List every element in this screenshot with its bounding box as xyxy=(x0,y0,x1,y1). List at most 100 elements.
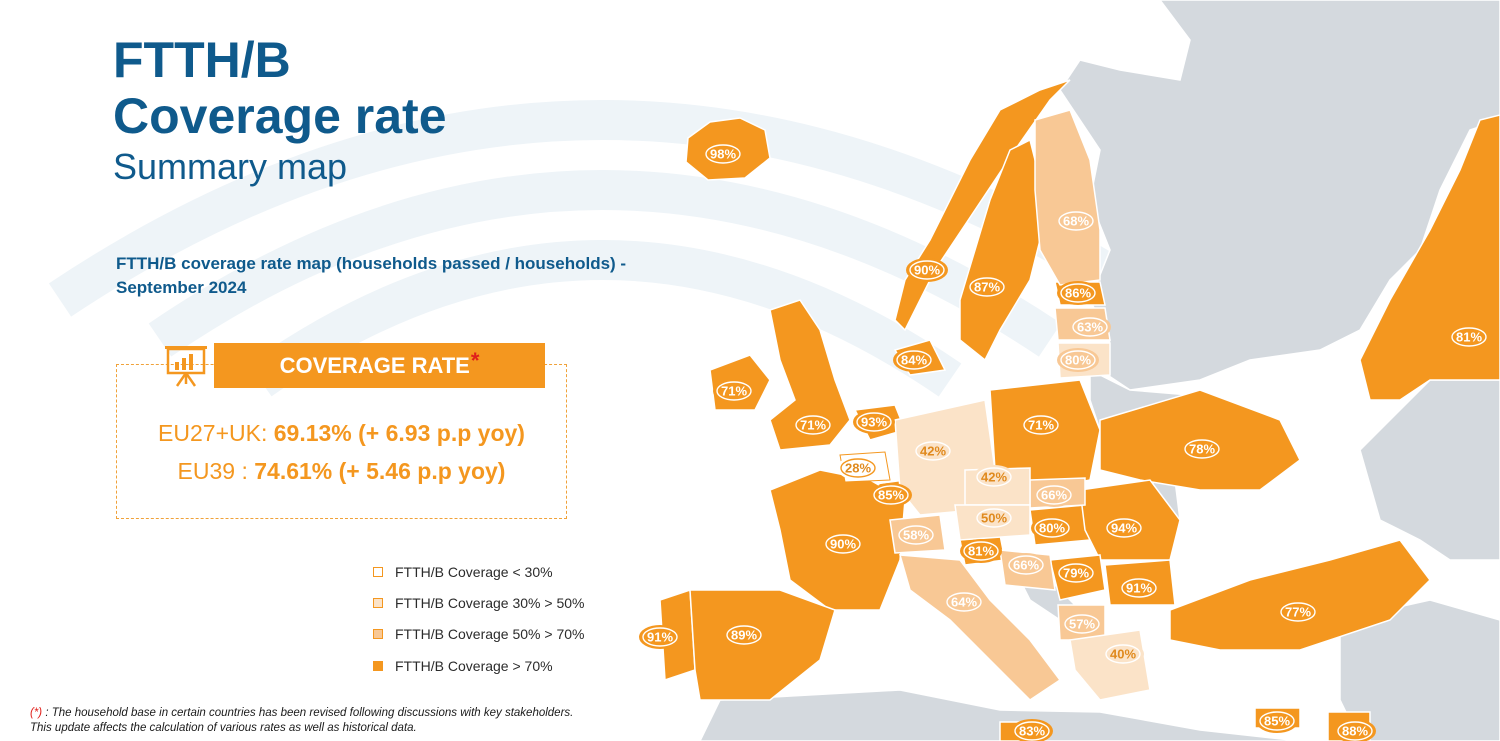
map-label-lithuania: 80% xyxy=(1057,348,1099,372)
map-label-value: 87% xyxy=(974,280,1000,295)
coverage-rate-header-label: COVERAGE RATE xyxy=(279,352,470,378)
map-label-ring xyxy=(1060,350,1096,370)
map-label-ring xyxy=(840,458,876,478)
map-label-value: 89% xyxy=(731,628,757,643)
map-label-value: 57% xyxy=(1069,617,1095,632)
map-label-badge xyxy=(943,590,985,614)
coverage-rate-header: COVERAGE RATE * xyxy=(214,343,545,388)
map-label-badge xyxy=(912,439,954,463)
map-label-turkey: 77% xyxy=(1277,600,1319,624)
legend-swatch-30-50 xyxy=(373,597,383,608)
map-label-ring xyxy=(716,381,752,401)
map-label-israel: 88% xyxy=(1334,719,1376,741)
map-label-badge xyxy=(966,275,1008,299)
map-label-norway: 90% xyxy=(906,258,948,282)
map-label-value: 94% xyxy=(1111,521,1137,536)
footnote-asterisk: (*) xyxy=(30,707,43,719)
map-label-badge xyxy=(893,348,935,372)
map-label-estonia: 86% xyxy=(1057,281,1099,305)
map-label-finland: 68% xyxy=(1055,209,1097,233)
map-label-malta: 83% xyxy=(1011,719,1053,741)
map-label-serbia: 79% xyxy=(1055,561,1097,585)
map-label-badge xyxy=(1448,325,1490,349)
map-label-ring xyxy=(825,534,861,554)
map-label-france: 90% xyxy=(822,532,864,556)
map-label-ireland: 71% xyxy=(713,379,755,403)
map-label-badge xyxy=(792,413,834,437)
map-label-ring xyxy=(1023,415,1059,435)
map-label-switzerland: 58% xyxy=(895,523,937,547)
legend-swatch-gt70 xyxy=(373,660,383,671)
title-block: FTTH/B Coverage rate Summary map xyxy=(113,32,447,188)
map-label-value: 40% xyxy=(1110,647,1136,662)
map-label-ring xyxy=(1121,578,1157,598)
map-label-value: 77% xyxy=(1285,605,1311,620)
map-label-ring xyxy=(1337,721,1373,741)
map-label-value: 63% xyxy=(1077,320,1103,335)
map-label-ring xyxy=(915,441,951,461)
map-label-ring xyxy=(1105,644,1141,664)
map-label-value: 84% xyxy=(901,353,927,368)
map-label-denmark: 84% xyxy=(893,348,935,372)
map-label-value: 85% xyxy=(1264,714,1290,729)
map-label-iceland: 98% xyxy=(702,142,744,166)
map-label-badge xyxy=(895,523,937,547)
map-label-value: 88% xyxy=(1342,724,1368,739)
land-scandinavia-north-grey xyxy=(1059,0,1500,391)
map-label-value: 42% xyxy=(920,444,946,459)
map-label-badge xyxy=(723,623,765,647)
map-label-ring xyxy=(976,467,1012,487)
country-turkey xyxy=(1169,539,1431,651)
map-label-badge xyxy=(1103,516,1145,540)
map-label-value: 42% xyxy=(981,470,1007,485)
map-label-value: 66% xyxy=(1013,558,1039,573)
map-label-value: 83% xyxy=(1019,724,1045,739)
land-africa-grey xyxy=(699,689,1301,741)
legend-label: FTTH/B Coverage 30% > 50% xyxy=(395,594,585,611)
map-label-badge xyxy=(1256,709,1298,733)
map-label-ring xyxy=(946,592,982,612)
map-label-ring xyxy=(873,485,909,505)
map-label-value: 91% xyxy=(1126,581,1152,596)
country-uk xyxy=(769,299,851,451)
map-label-ring xyxy=(896,350,932,370)
country-italy xyxy=(898,554,1062,701)
map-label-ring xyxy=(909,260,945,280)
legend-label: FTTH/B Coverage > 70% xyxy=(395,657,553,674)
map-label-value: 71% xyxy=(721,384,747,399)
map-label-value: 28% xyxy=(845,461,871,476)
map-label-value: 80% xyxy=(1039,521,1065,536)
map-label-value: 79% xyxy=(1063,566,1089,581)
map-label-ring xyxy=(1008,555,1044,575)
map-label-badge xyxy=(960,539,1002,563)
map-legend: FTTH/B Coverage < 30% FTTH/B Coverage 30… xyxy=(373,556,584,681)
map-label-badge xyxy=(1057,348,1099,372)
map-label-ring xyxy=(1259,711,1295,731)
map-label-value: 90% xyxy=(830,537,856,552)
map-label-value: 85% xyxy=(878,488,904,503)
map-label-badge xyxy=(1057,281,1099,305)
map-label-czechia: 42% xyxy=(973,465,1015,489)
map-label-russia: 81% xyxy=(1448,325,1490,349)
country-spain xyxy=(689,589,836,701)
map-label-value: 80% xyxy=(1065,353,1091,368)
eu39-label: EU39 : xyxy=(177,458,255,484)
map-label-poland: 71% xyxy=(1020,413,1062,437)
map-label-ring xyxy=(963,541,999,561)
map-label-badge xyxy=(1277,600,1319,624)
map-label-ring xyxy=(1064,614,1100,634)
page-subtitle: Summary map xyxy=(113,146,348,187)
map-label-badge xyxy=(1118,576,1160,600)
map-label-value: 81% xyxy=(1456,330,1482,345)
eu39-rate-line: EU39 : 74.61% (+ 5.46 p.p yoy) xyxy=(116,458,567,485)
map-label-romania: 94% xyxy=(1103,516,1145,540)
country-finland xyxy=(1034,109,1101,286)
map-label-ring xyxy=(1058,211,1094,231)
map-label-value: 66% xyxy=(1041,488,1067,503)
map-label-badge xyxy=(853,410,895,434)
map-label-ring xyxy=(856,412,892,432)
map-label-croatia: 66% xyxy=(1005,553,1047,577)
legend-label: FTTH/B Coverage 50% > 70% xyxy=(395,626,585,643)
presentation-chart-icon xyxy=(165,346,207,387)
